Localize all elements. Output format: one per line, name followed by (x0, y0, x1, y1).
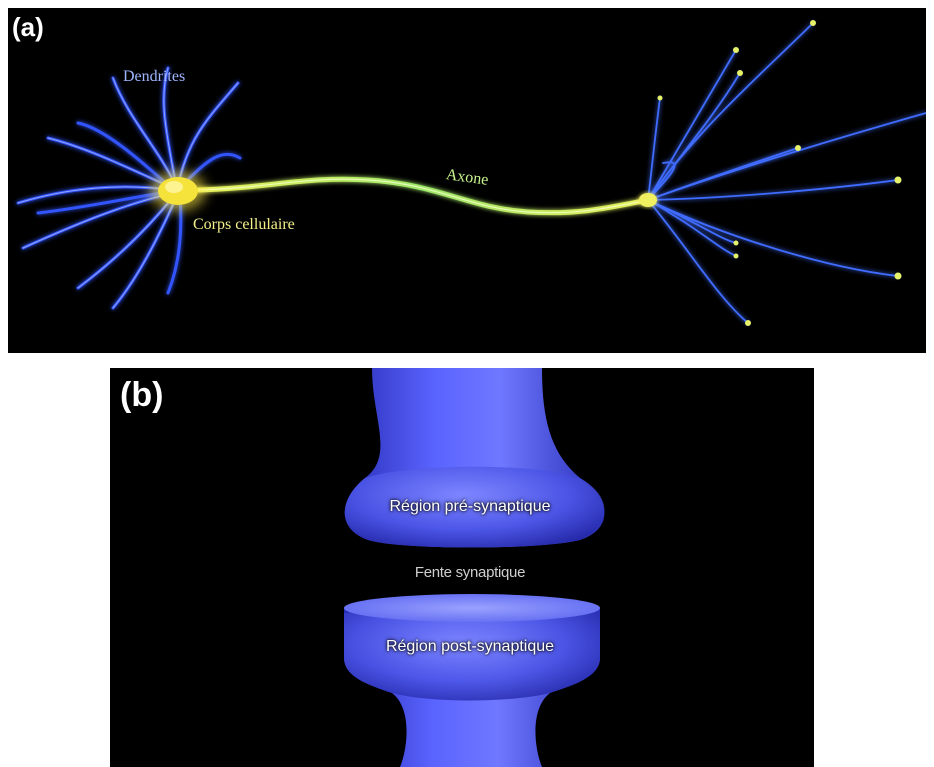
panel-b-letter: (b) (120, 376, 164, 414)
postsynaptic-surface (344, 594, 600, 622)
axon-terminal-hub (639, 193, 657, 207)
axon-terminals (647, 22, 926, 324)
dendrites-label: Dendrites (123, 68, 186, 85)
soma-label: Corps cellulaire (193, 216, 295, 233)
synapse-panel: (b) Région pré-synaptique Fente synaptiq… (110, 368, 814, 767)
synaptic-cleft-label: Fente synaptique (414, 564, 526, 581)
terminal-buttons (657, 20, 902, 326)
neuron-panel: (a) Dendrites Corps cellulaire Axone (8, 8, 926, 353)
panel-a-letter: (a) (12, 12, 44, 42)
axon (195, 176, 651, 216)
postsynaptic-label: Région post-synaptique (385, 638, 555, 655)
synapse-illustration (344, 368, 605, 767)
neuron-illustration (16, 20, 926, 326)
presynaptic-label: Région pré-synaptique (389, 498, 551, 515)
